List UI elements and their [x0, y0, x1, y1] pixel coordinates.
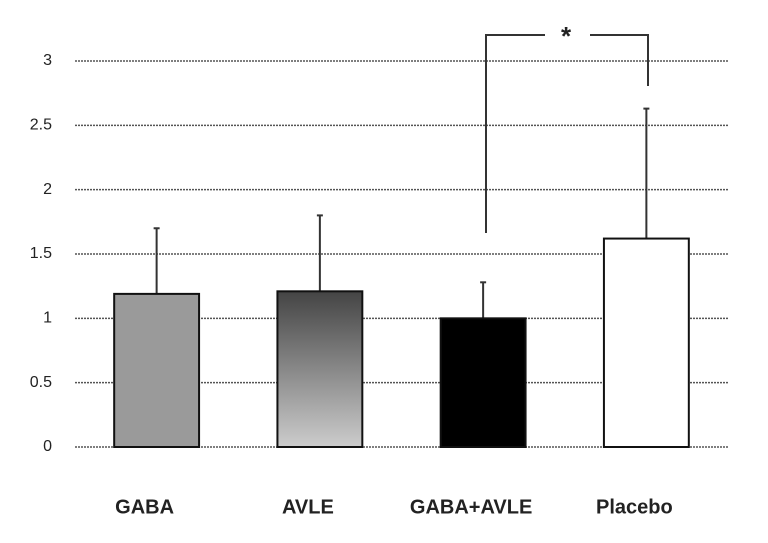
x-tick-label: GABA: [115, 496, 174, 518]
significance-label: *: [561, 21, 572, 51]
bar: [113, 292, 201, 448]
x-tick-label: Placebo: [596, 496, 673, 518]
y-tick-label: 3: [43, 52, 52, 69]
y-tick-label: 2: [43, 181, 52, 198]
bar: [276, 290, 364, 448]
y-tick-label: 1.5: [30, 245, 52, 262]
bar: [439, 317, 527, 449]
y-tick-label: 0.5: [30, 374, 52, 391]
y-tick-label: 1: [43, 310, 52, 327]
significance-bracket: [485, 34, 649, 233]
y-tick-label: 0: [43, 438, 52, 455]
y-tick-label: 2.5: [30, 117, 52, 134]
x-tick-label: GABA+AVLE: [410, 496, 532, 518]
bar: [602, 237, 690, 448]
x-tick-label: AVLE: [282, 496, 334, 518]
